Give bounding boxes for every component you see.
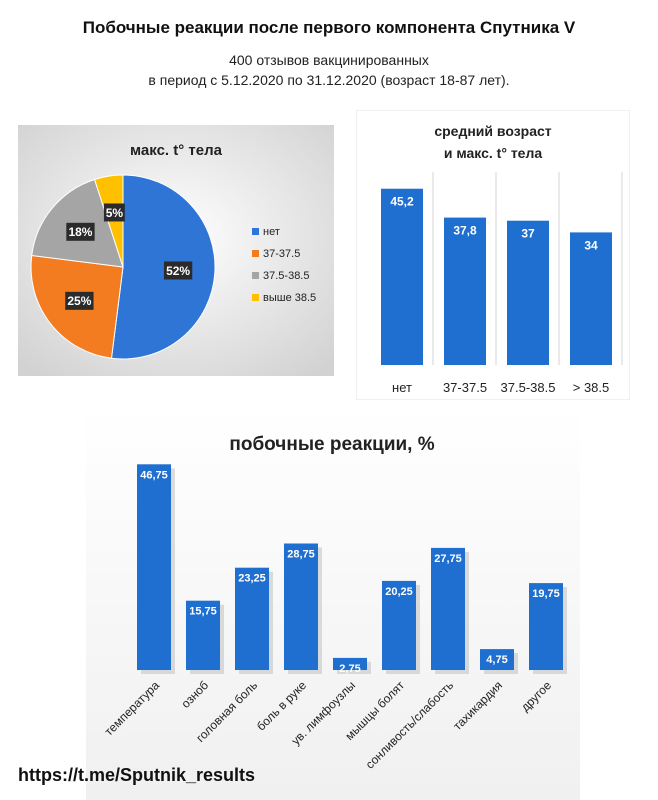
age-chart-gridlines (432, 172, 623, 365)
side-effect-value-6: 27,75 (434, 553, 462, 565)
pie-label-0: 52% (166, 264, 190, 278)
side-effect-value-3: 28,75 (287, 549, 315, 561)
pie-slice-0 (110, 174, 216, 360)
legend-label-3: выше 38.5 (263, 292, 316, 304)
subtitle-line-2: в период с 5.12.2020 по 31.12.2020 (возр… (148, 72, 510, 88)
age-bar-3 (570, 232, 612, 365)
side-effect-value-8: 19,75 (532, 588, 560, 600)
side-effects-title: побочные реакции, % (229, 434, 434, 455)
side-effect-value-5: 20,25 (385, 586, 413, 598)
legend-swatch-3 (252, 294, 259, 301)
side-effect-bar-2 (235, 567, 269, 670)
side-effect-bar-7 (480, 649, 514, 670)
side-effect-bar-3 (284, 543, 318, 670)
telegram-link[interactable]: https://t.me/Sputnik_results (18, 765, 256, 785)
side-effect-bar-4 (333, 657, 367, 670)
age-bar-1 (444, 217, 486, 365)
legend-label-0: нет (263, 226, 280, 238)
legend-swatch-0 (252, 228, 259, 235)
side-effect-bar-5 (382, 580, 416, 670)
age-bar-value-1: 37,8 (453, 224, 477, 238)
age-chart-title-line-1: средний возраст (434, 123, 551, 139)
age-bar-chart: средний возраст и макс. t° тела 45,2 нет 3… (356, 110, 630, 400)
pie-label-0-bg (163, 261, 193, 280)
side-effect-bar-8 (529, 583, 563, 670)
pie-legend: нет 37-37.5 37.5-38.5 выше 38.5 (252, 226, 316, 304)
pie-label-1: 25% (67, 294, 91, 308)
side-effects-bar-chart: побочные реакции, % 46,75температура15,7… (86, 404, 580, 800)
pie-label-2: 18% (68, 225, 92, 239)
pie-label-1-bg (65, 291, 94, 310)
page-title: Побочные реакции после первого компонент… (82, 18, 576, 37)
side-effect-value-1: 15,75 (189, 606, 217, 618)
age-category-2: 37.5-38.5 (501, 380, 556, 395)
legend-label-2: 37.5-38.5 (263, 270, 309, 282)
pie-label-3: 5% (106, 206, 124, 220)
pie-slices: 52% 25% 18% 5% (30, 174, 216, 360)
age-category-0: нет (392, 380, 412, 395)
side-effect-value-2: 23,25 (238, 573, 266, 585)
side-effect-bar-1 (186, 600, 220, 670)
subtitle-line-1: 400 отзывов вакцинированных (229, 52, 429, 68)
legend-swatch-2 (252, 272, 259, 279)
side-effect-value-7: 4,75 (486, 654, 507, 666)
legend-label-1: 37-37.5 (263, 248, 300, 260)
age-chart-bars: 45,2 нет 37,8 37-37.5 37 37.5-38.5 34 > 38.5 (381, 188, 612, 395)
legend-swatch-1 (252, 250, 259, 257)
age-bar-value-3: 34 (584, 238, 598, 252)
side-effect-value-0: 46,75 (140, 469, 168, 481)
age-bar-0 (381, 188, 423, 365)
side-effect-bar-0 (137, 464, 171, 670)
pie-chart: макс. t° тела 52% 25% 18% 5% нет 37-37.5 37.5… (18, 125, 334, 376)
age-bar-value-0: 45,2 (390, 195, 414, 209)
age-category-1: 37-37.5 (443, 380, 487, 395)
pie-label-2-bg (66, 222, 95, 241)
side-effect-value-4: 2,75 (339, 663, 360, 675)
age-chart-title-line-2: и макс. t° тела (444, 145, 543, 161)
pie-title: макс. t° тела (130, 142, 223, 159)
pie-label-3-bg (103, 203, 125, 222)
age-bar-value-2: 37 (521, 227, 535, 241)
age-bar-2 (507, 220, 549, 365)
age-category-3: > 38.5 (573, 380, 610, 395)
side-effect-bar-6 (431, 547, 465, 670)
